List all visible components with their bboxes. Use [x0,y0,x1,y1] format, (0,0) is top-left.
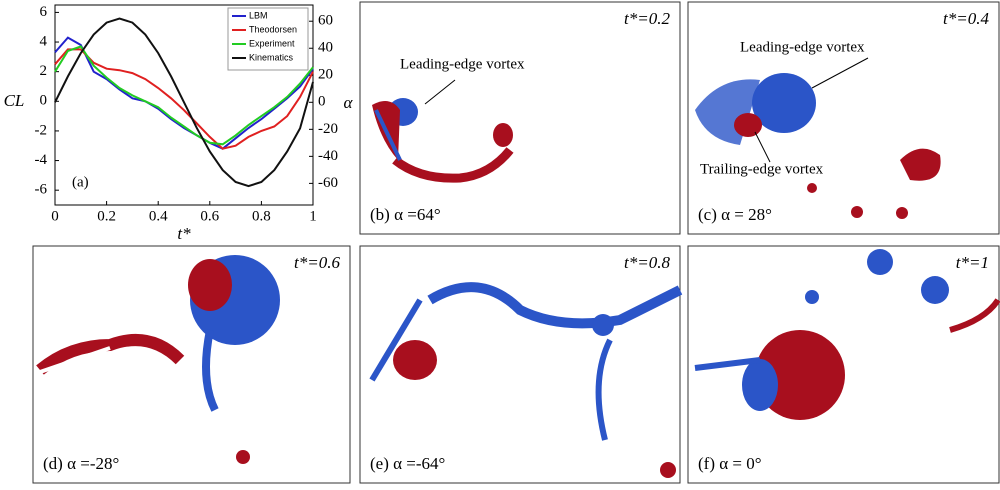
flow-field [694,249,1000,420]
panel-frame [359,245,681,484]
panel-label: (a) [72,174,89,190]
alpha-label: (f) α = 0° [698,454,762,473]
time-label: t*=0.2 [624,9,670,28]
time-label: t*=1 [956,253,989,272]
alpha-label: (d) α =-28° [43,454,119,473]
series-line [54,17,314,188]
y-tick-label: -4 [35,152,48,168]
series-line [54,36,314,150]
y2-tick-label: 60 [318,13,333,29]
y2-axis-label: α [344,93,354,112]
panel-frame [687,1,1000,235]
annotation-arrow [424,79,456,105]
x-tick-label: 0.2 [97,208,116,224]
time-label: t*=0.4 [943,9,989,28]
series-line [54,45,314,146]
panel-frame [32,245,351,484]
x-tick-label: 1 [309,208,317,224]
time-label: t*=0.8 [624,253,670,272]
panel-frame [359,1,681,235]
y-tick-label: 2 [40,63,48,79]
annotation: Trailing-edge vortex [700,161,824,177]
y-tick-label: 0 [40,93,48,109]
y2-tick-label: -60 [318,175,338,191]
y-axis-label: CL [4,91,25,110]
series-line [54,48,314,150]
y2-tick-label: 40 [318,40,333,56]
y-tick-label: 4 [40,33,48,49]
annotation-arrow [754,131,771,163]
panel-frame [687,245,1000,484]
annotation: Leading-edge vortex [740,39,865,55]
flow-field [372,98,514,183]
time-label: t*=0.6 [294,253,340,272]
x-tick-label: 0.4 [149,208,168,224]
alpha-label: (c) α = 28° [698,205,772,224]
legend-label: Kinematics [249,52,294,62]
alpha-label: (e) α =-64° [370,454,445,473]
annotation-arrow [811,57,869,89]
y2-tick-label: 0 [318,94,326,110]
annotation: Leading-edge vortex [400,56,525,72]
flow-field [369,282,683,478]
legend-label: LBM [249,10,268,20]
x-tick-label: 0 [51,208,59,224]
x-tick-label: 0.8 [252,208,271,224]
legend-label: Experiment [249,38,295,48]
legend-label: Theodorsen [249,24,297,34]
legend-box [227,7,309,71]
flow-field [695,73,941,219]
y2-tick-label: 20 [318,67,333,83]
y2-tick-label: -20 [318,121,338,137]
x-axis-label: t* [177,224,191,243]
plot-frame [54,4,314,206]
y-tick-label: -6 [35,182,48,198]
flow-field [36,255,280,464]
y-tick-label: 6 [40,4,48,20]
y2-tick-label: -40 [318,148,338,164]
x-tick-label: 0.6 [200,208,219,224]
y-tick-label: -2 [35,122,48,138]
alpha-label: (b) α =64° [370,205,441,224]
